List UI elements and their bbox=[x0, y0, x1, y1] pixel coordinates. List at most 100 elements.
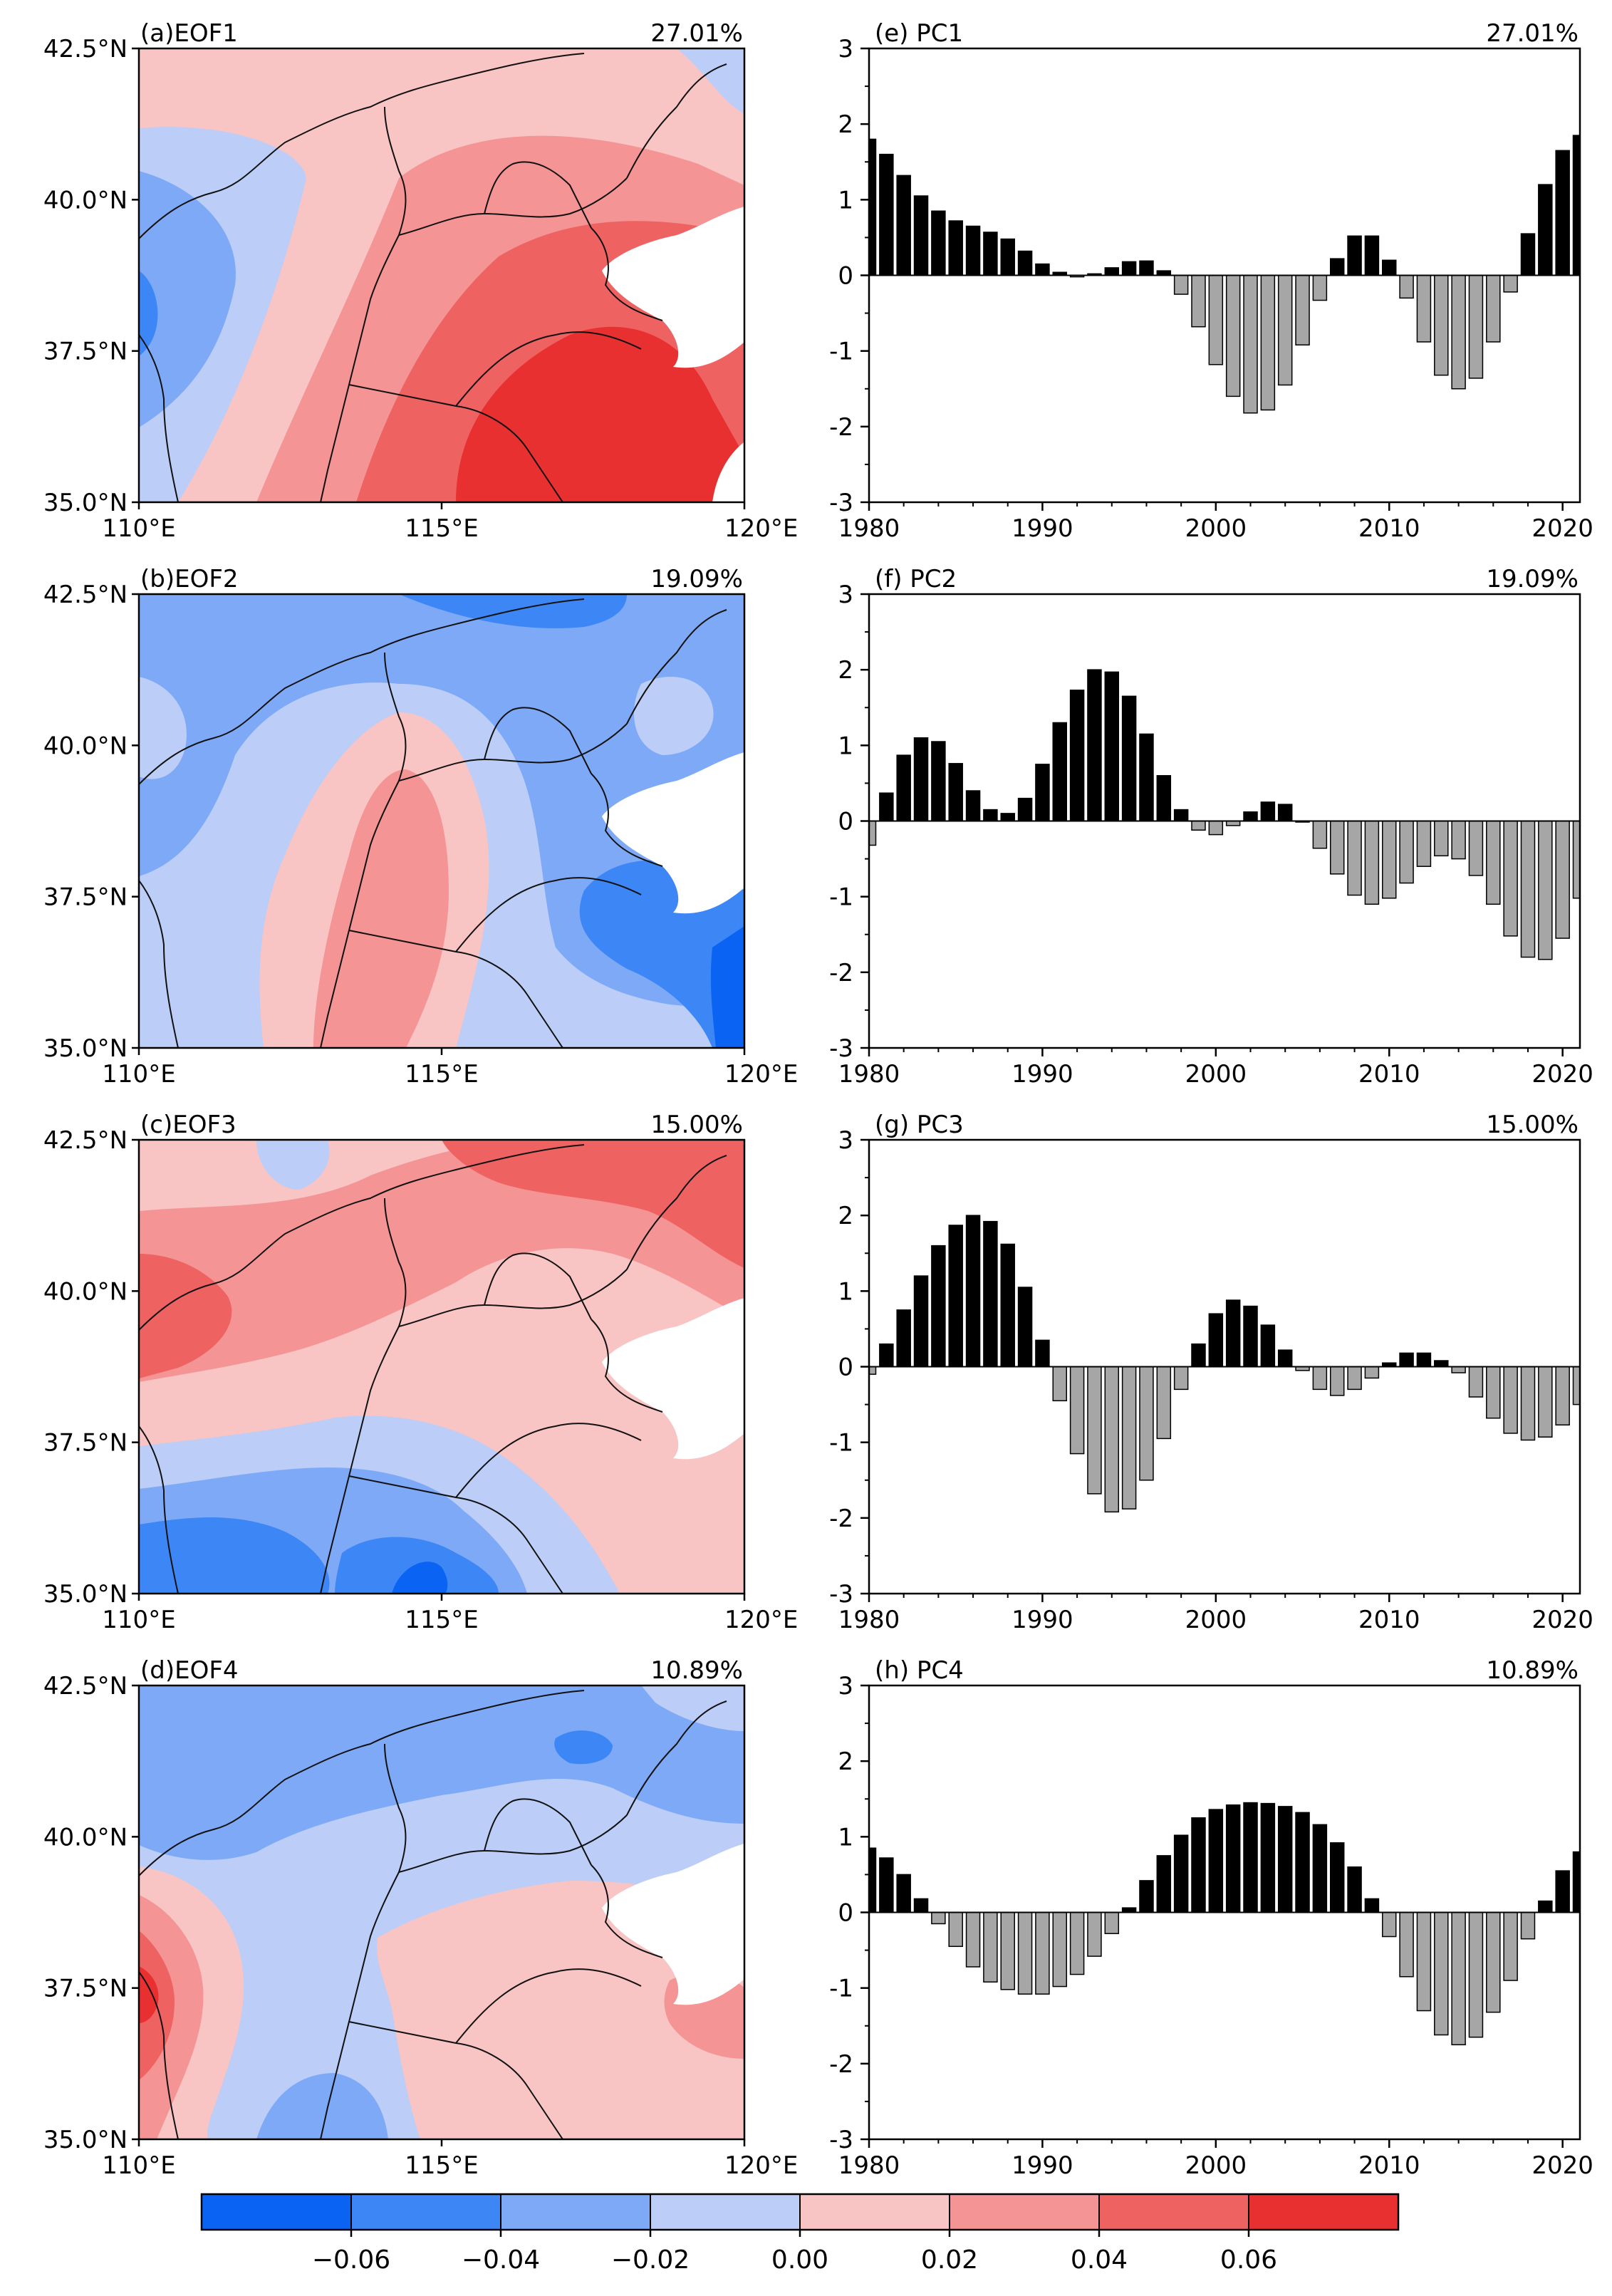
bar-positive bbox=[1017, 250, 1033, 276]
x-tick-label: 2010 bbox=[1358, 1060, 1420, 1089]
bar-negative bbox=[1416, 1911, 1432, 2012]
bar-positive bbox=[1035, 1339, 1050, 1368]
bar-positive bbox=[1139, 260, 1154, 276]
x-tick-label: 2020 bbox=[1532, 1060, 1593, 1089]
lat-tick-label: 40.0°N bbox=[43, 1277, 128, 1306]
bar-positive bbox=[1208, 1809, 1224, 1913]
bar-negative bbox=[1538, 1366, 1553, 1438]
bar-negative bbox=[1243, 274, 1258, 414]
colorbar-tick-label: 0.06 bbox=[1220, 2245, 1277, 2275]
x-tick-label: 1980 bbox=[838, 514, 900, 543]
y-tick-label: 3 bbox=[838, 581, 853, 609]
y-tick-label: 2 bbox=[838, 656, 853, 685]
bar-positive bbox=[1416, 1352, 1432, 1368]
bohai-sea bbox=[602, 1844, 744, 2005]
lat-tick-label: 40.0°N bbox=[43, 186, 128, 214]
bar-negative bbox=[1451, 820, 1466, 860]
y-tick-label: -2 bbox=[829, 1505, 853, 1533]
bar-negative bbox=[1312, 1366, 1328, 1391]
y-tick-label: -3 bbox=[829, 2126, 853, 2154]
bar-positive bbox=[1382, 259, 1397, 276]
colorbar-swatch bbox=[350, 2193, 501, 2230]
bar-negative bbox=[1208, 274, 1224, 365]
y-tick-label: -2 bbox=[829, 413, 853, 442]
bohai-sea bbox=[602, 207, 744, 368]
bar-negative bbox=[1434, 820, 1449, 857]
bar-negative bbox=[965, 1911, 981, 1968]
eof2-field bbox=[139, 594, 744, 1048]
bar-negative bbox=[1052, 1911, 1067, 1988]
map-variance-label: 19.09% bbox=[650, 565, 743, 593]
eof4-northeast-light bbox=[641, 1685, 744, 1731]
bar-negative bbox=[1069, 1366, 1085, 1455]
bar-negative bbox=[1017, 1911, 1033, 1995]
x-tick-label: 1980 bbox=[838, 1060, 900, 1089]
eof4-west-max bbox=[139, 1966, 159, 2023]
chart-variance-label: 10.89% bbox=[1486, 1656, 1579, 1685]
x-tick-label: 1990 bbox=[1012, 514, 1073, 543]
bar-positive bbox=[1434, 1360, 1449, 1368]
eof4-north-core bbox=[554, 1730, 613, 1765]
eof4-south-blue bbox=[256, 2073, 388, 2139]
eof3-south-core bbox=[139, 1517, 330, 1594]
x-tick-label: 1990 bbox=[1012, 1606, 1073, 1634]
bar-negative bbox=[1329, 820, 1345, 875]
bar-negative bbox=[1295, 274, 1310, 346]
bar-positive bbox=[1555, 150, 1570, 276]
colorbar-swatch bbox=[500, 2193, 651, 2230]
bar-positive bbox=[1087, 669, 1102, 822]
map-labels-4: (d)EOF4 10.89% 35.0°N 37.5°N 40.0°N 42.5°N 110… bbox=[43, 1656, 799, 2180]
lat-tick-label: 35.0°N bbox=[43, 1034, 128, 1063]
y-tick-label: 0 bbox=[838, 1354, 853, 1382]
lat-tick-label: 35.0°N bbox=[43, 2126, 128, 2154]
chart-panel-label: (g) PC3 bbox=[875, 1111, 964, 1139]
colorbar-tick-label: 0.00 bbox=[771, 2245, 828, 2275]
bar-negative bbox=[1451, 274, 1466, 390]
bar-negative bbox=[948, 1911, 963, 1948]
y-tick-label: 0 bbox=[838, 262, 853, 291]
x-tick-label: 2010 bbox=[1358, 2151, 1420, 2180]
bar-negative bbox=[1156, 1366, 1172, 1440]
bar-positive bbox=[1243, 811, 1258, 822]
province-boundaries bbox=[139, 598, 727, 1048]
bar-negative bbox=[1104, 1366, 1120, 1513]
eof2-top-core bbox=[399, 594, 627, 628]
bar-negative bbox=[1277, 274, 1293, 386]
bar-positive bbox=[1243, 1802, 1258, 1913]
bar-negative bbox=[1208, 820, 1224, 836]
bar-positive bbox=[1000, 1243, 1015, 1368]
eof1-negative-core bbox=[139, 171, 236, 427]
eof2-northeast-light bbox=[634, 677, 714, 755]
bar-negative bbox=[1312, 820, 1328, 849]
bar-negative bbox=[1000, 1911, 1015, 1990]
y-tick-label: -3 bbox=[829, 489, 853, 517]
chart-variance-label: 27.01% bbox=[1486, 19, 1579, 48]
bar-positive bbox=[1538, 1900, 1553, 1913]
colorbar-swatch bbox=[1248, 2193, 1399, 2230]
bar-positive bbox=[1000, 813, 1015, 822]
chart-panel-label: (e) PC1 bbox=[875, 19, 963, 48]
map-variance-label: 10.89% bbox=[650, 1656, 743, 1685]
y-tick-label: 3 bbox=[838, 1672, 853, 1700]
bar-positive bbox=[1364, 235, 1380, 276]
bar-positive bbox=[879, 1343, 894, 1368]
x-tick-label: 2020 bbox=[1532, 1606, 1593, 1634]
lat-tick-label: 42.5°N bbox=[43, 1126, 128, 1155]
bar-positive bbox=[913, 195, 929, 276]
chart-variance-label: 15.00% bbox=[1486, 1111, 1579, 1139]
bar-positive bbox=[1069, 690, 1085, 822]
eof2-west-blob bbox=[139, 677, 187, 779]
y-tick-label: 2 bbox=[838, 1202, 853, 1230]
bar-positive bbox=[1104, 671, 1120, 822]
x-tick-label: 1980 bbox=[838, 1606, 900, 1634]
colorbar: −0.06 −0.04 −0.02 0.00 0.02 0.04 0.06 bbox=[200, 2193, 1400, 2275]
bar-negative bbox=[1486, 274, 1501, 343]
lon-tick-label: 110°E bbox=[102, 1060, 175, 1089]
bar-positive bbox=[1035, 263, 1050, 276]
lat-tick-label: 37.5°N bbox=[43, 883, 128, 912]
pc-chart-3: -3 -2 -1 0 1 2 3 1980 1990 2000 2010 2020 (g) PC3 15.… bbox=[829, 1111, 1593, 1634]
lon-tick-label: 120°E bbox=[724, 1606, 798, 1634]
eof3-nw-blue bbox=[256, 1140, 330, 1190]
bar-negative bbox=[1329, 1366, 1345, 1396]
lat-tick-label: 40.0°N bbox=[43, 732, 128, 760]
